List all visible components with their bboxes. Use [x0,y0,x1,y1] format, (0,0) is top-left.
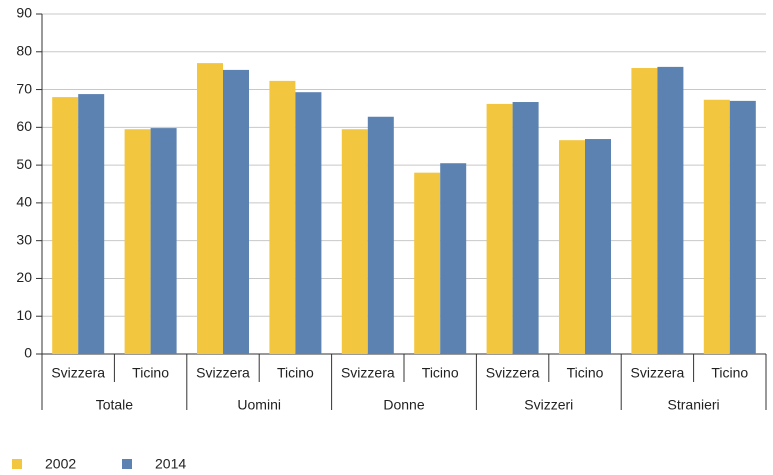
group-label: Donne [383,397,424,413]
bar [440,163,467,354]
x-tick-label: Ticino [422,365,459,381]
y-tick-label: 30 [16,231,32,247]
legend-label: 2014 [155,456,186,472]
x-tick-label: Svizzera [51,365,105,381]
legend-swatch [122,459,132,469]
group-label: Uomini [237,397,281,413]
y-tick-label: 90 [16,5,32,21]
legend-swatch [12,459,22,469]
bar [657,66,684,354]
x-tick-label: Svizzera [631,365,685,381]
bar [197,63,223,354]
y-tick-label: 20 [16,269,32,285]
bar [124,129,151,354]
bar [52,97,79,354]
x-tick-label: Ticino [711,365,748,381]
bar [367,116,394,354]
bar [486,103,513,355]
legend-label: 2002 [45,456,76,472]
x-tick-label: Ticino [567,365,604,381]
y-tick-label: 0 [24,345,32,361]
x-tick-label: Svizzera [341,365,395,381]
x-tick-label: Svizzera [486,365,540,381]
bar [341,129,368,354]
y-tick-label: 60 [16,118,32,134]
bar [729,100,756,354]
bar [631,68,658,355]
bar [150,128,177,354]
x-tick-label: Svizzera [196,365,250,381]
y-tick-label: 80 [16,42,32,58]
group-label: Svizzeri [524,397,573,413]
bar [223,69,249,355]
x-tick-label: Ticino [277,365,314,381]
bar [585,139,611,354]
bar [295,92,322,354]
group-label: Totale [96,397,134,413]
y-tick-label: 40 [16,194,32,210]
bar [414,172,441,354]
y-tick-label: 50 [16,156,32,172]
group-label: Stranieri [668,397,720,413]
bar [269,80,296,354]
bar [703,99,730,354]
x-tick-label: Ticino [132,365,169,381]
y-tick-label: 10 [16,307,32,323]
bar [78,94,105,354]
bar [512,102,539,355]
y-tick-label: 70 [16,80,32,96]
bar [559,140,585,354]
